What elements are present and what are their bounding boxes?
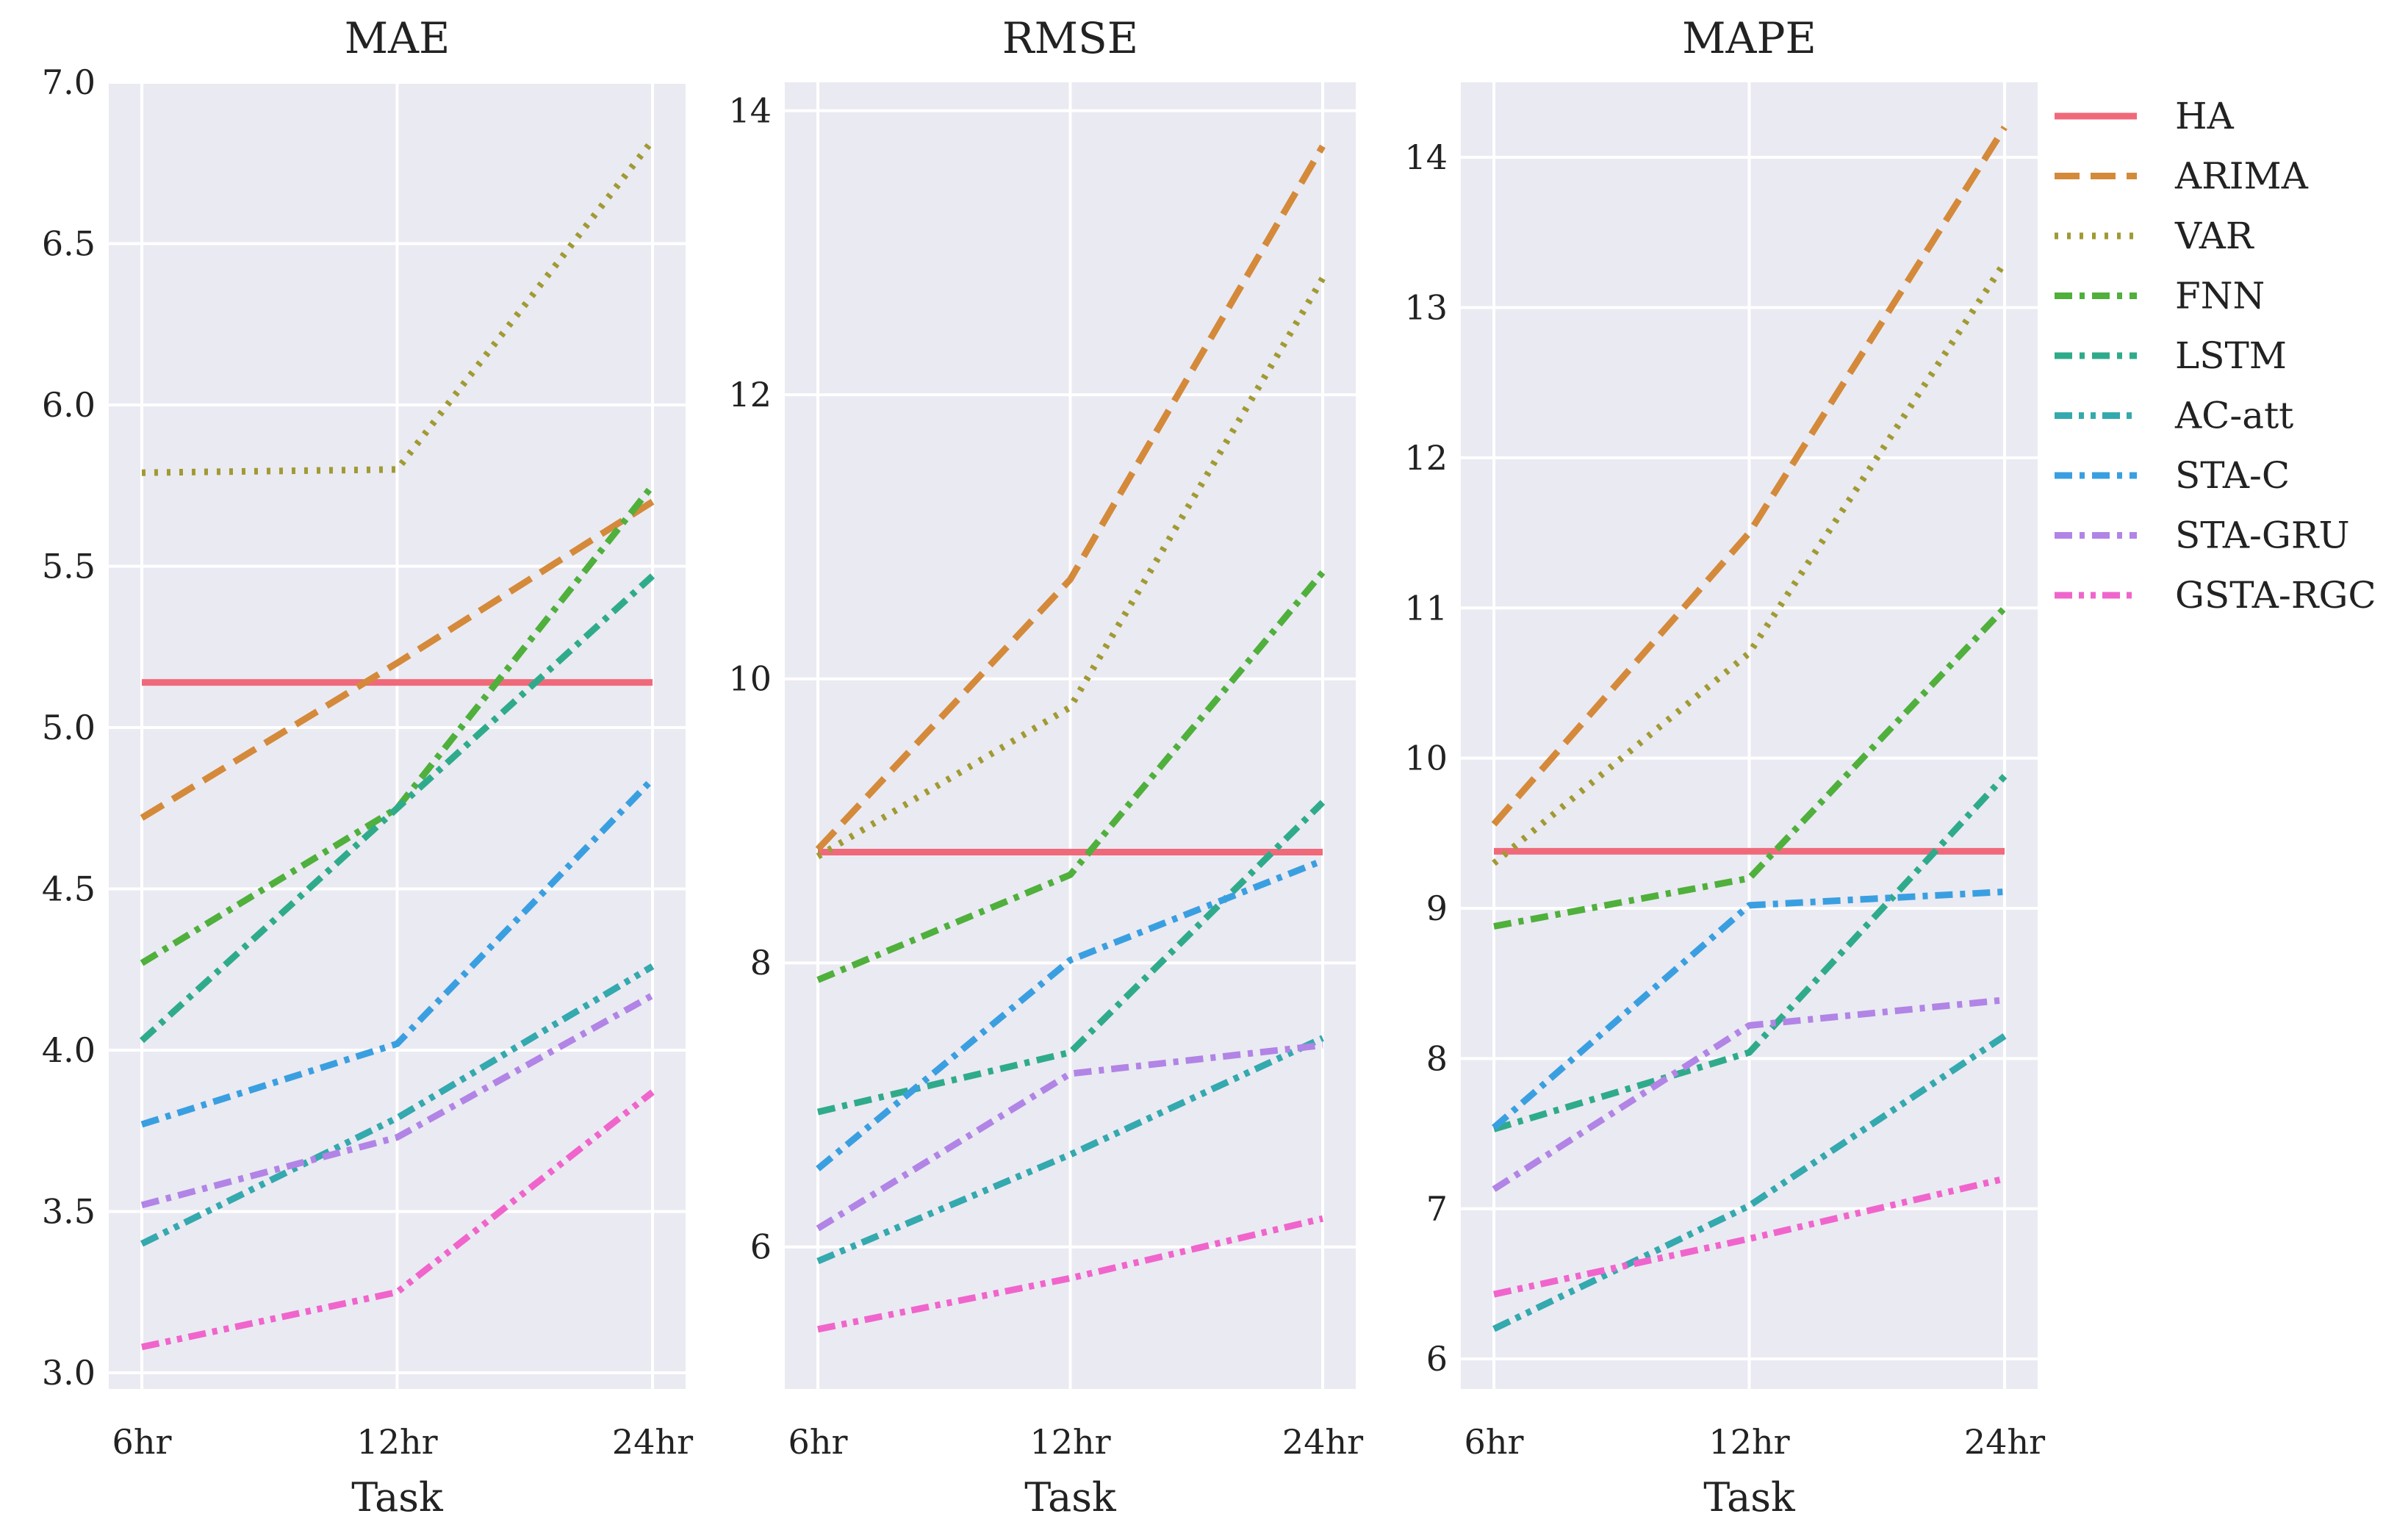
mae-x-tick-label: 12hr [356, 1422, 437, 1462]
rmse-series-sta-c [816, 857, 1324, 1171]
rmse-y-tick-label: 6 [750, 1227, 772, 1267]
mae-series-lstm [139, 573, 655, 1044]
mae-series-ac-att [140, 963, 655, 1247]
rmse-y-tick-label: 8 [750, 943, 772, 983]
mape-title: MAPE [1682, 13, 1816, 63]
rmse-series-lstm [816, 800, 1326, 1116]
legend-label-gsta-rgc: GSTA-RGC [2175, 574, 2376, 617]
rmse-x-tick-label: 12hr [1029, 1422, 1110, 1462]
mae-x-axis-label: Task [351, 1474, 444, 1521]
mape-series-ac-att [1492, 1033, 2007, 1332]
rmse-title: RMSE [1002, 13, 1138, 63]
mape-y-tick-label: 8 [1426, 1038, 1448, 1078]
rmse-series-fnn [816, 570, 1326, 983]
mae-title: MAE [345, 13, 450, 63]
mape-x-tick-label: 24hr [1964, 1422, 2045, 1462]
mape-series-fnn [1493, 606, 2008, 930]
rmse-x-tick-label: 6hr [788, 1422, 848, 1462]
legend-label-ac-att: AC-att [2174, 395, 2293, 437]
mape-series-lstm [1492, 774, 2008, 1132]
legend-item-var: VAR [2055, 215, 2254, 257]
mape-y-tick-label: 14 [1404, 137, 1448, 177]
mae-y-tick-label: 3.5 [42, 1192, 96, 1232]
mape-x-axis-label: Task [1703, 1474, 1796, 1521]
legend-item-lstm: LSTM [2055, 334, 2287, 377]
mape-x-tick-label: 12hr [1708, 1422, 1789, 1462]
mae-x-tick-label: 24hr [612, 1422, 693, 1462]
legend-label-ha: HA [2175, 95, 2235, 137]
mape-y-tick-label: 6 [1426, 1339, 1448, 1379]
rmse-x-axis-label: Task [1024, 1474, 1117, 1521]
mae-panel: 3.0 3.5 4.0 4.5 5.0 5.5 6.0 6.5 7.0 6hr 12hr 24hr MA… [42, 13, 693, 1521]
mape-y-tick-label: 7 [1426, 1189, 1448, 1229]
mae-y-tick-label: 5.0 [42, 708, 96, 747]
mae-x-tick-label: 6hr [112, 1422, 172, 1462]
mae-series-arima [140, 498, 655, 821]
legend: HA ARIMA VAR FNN LSTM AC-att STA-C STA-GRU GSTA-… [2055, 95, 2376, 617]
rmse-x-tick-label: 24hr [1282, 1422, 1363, 1462]
rmse-series-var [816, 276, 1326, 860]
mae-y-tick-label: 6.5 [42, 224, 96, 264]
mae-y-tick-label: 5.5 [42, 547, 96, 586]
legend-label-sta-gru: STA-GRU [2175, 514, 2350, 557]
legend-item-gsta-rgc: GSTA-RGC [2055, 574, 2376, 617]
rmse-series-sta-gru [816, 1041, 1323, 1232]
mae-y-tick-label: 6.0 [42, 385, 96, 425]
mape-y-tick-label: 12 [1404, 438, 1448, 478]
legend-item-arima: ARIMA [2055, 155, 2309, 198]
mape-y-tick-label: 13 [1404, 288, 1448, 328]
mae-y-tick-label: 4.5 [42, 869, 96, 909]
legend-label-fnn: FNN [2175, 275, 2265, 317]
mape-x-tick-label: 6hr [1464, 1422, 1524, 1462]
legend-item-fnn: FNN [2055, 275, 2265, 317]
rmse-y-tick-label: 10 [728, 659, 772, 699]
mae-series-sta-gru [140, 992, 655, 1209]
mape-y-tick-label: 10 [1404, 739, 1448, 778]
mae-series-gsta-rgc [141, 1089, 655, 1351]
mape-series-arima [1491, 125, 2008, 827]
mae-y-tick-label: 7.0 [42, 62, 96, 102]
legend-item-sta-c: STA-C [2055, 454, 2290, 497]
mae-series-fnn [140, 484, 655, 966]
mape-series-sta-gru [1492, 997, 2005, 1192]
mae-y-tick-label: 3.0 [42, 1353, 96, 1393]
rmse-y-tick-label: 12 [728, 375, 772, 414]
legend-label-sta-c: STA-C [2175, 454, 2290, 497]
legend-item-sta-gru: STA-GRU [2055, 514, 2350, 557]
rmse-y-tick-label: 14 [728, 91, 772, 131]
rmse-series-gsta-rgc [817, 1215, 1324, 1333]
mape-panel: 6 7 8 9 10 11 12 13 14 6hr 12hr 24hr MAPE Task [1404, 13, 2045, 1521]
rmse-panel: 6 8 10 12 14 6hr 12hr 24hr RMSE Task [728, 13, 1363, 1521]
legend-item-ha: HA [2055, 95, 2235, 137]
mae-series-sta-c [140, 777, 655, 1128]
legend-item-ac-att: AC-att [2055, 395, 2293, 437]
mape-y-tick-label: 9 [1426, 888, 1448, 928]
rmse-series-arima [815, 144, 1326, 852]
mape-series-gsta-rgc [1493, 1175, 2006, 1298]
legend-label-var: VAR [2174, 215, 2254, 257]
mape-series-sta-c [1492, 888, 2005, 1130]
mape-y-tick-label: 11 [1404, 588, 1448, 628]
legend-label-arima: ARIMA [2174, 155, 2309, 198]
legend-label-lstm: LSTM [2175, 334, 2287, 377]
mae-y-tick-label: 4.0 [42, 1030, 96, 1070]
